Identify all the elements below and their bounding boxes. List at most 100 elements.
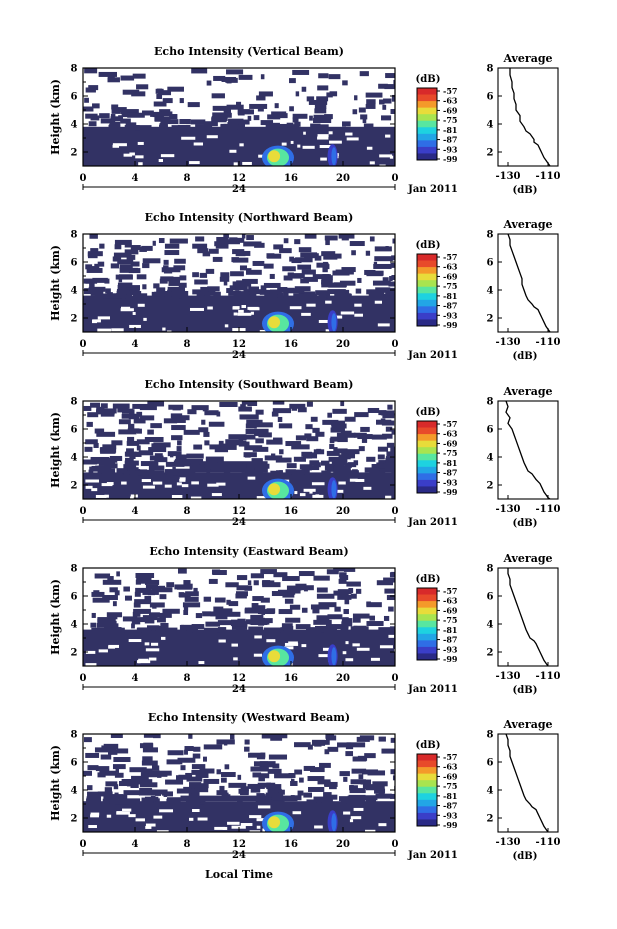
echo-cell bbox=[341, 618, 353, 624]
echo-cell bbox=[138, 790, 158, 796]
echo-gap bbox=[90, 812, 100, 816]
echo-cell bbox=[350, 593, 357, 599]
day-label: 24 bbox=[232, 684, 246, 695]
colorbar-swatch bbox=[417, 94, 437, 102]
echo-gap bbox=[179, 477, 186, 481]
echo-gap bbox=[137, 303, 145, 307]
x-tick-label: 4 bbox=[132, 839, 139, 850]
echo-gap bbox=[355, 478, 365, 482]
echo-gap bbox=[85, 650, 96, 654]
echo-gap bbox=[189, 307, 204, 311]
echo-cell bbox=[340, 627, 349, 633]
echo-cell bbox=[139, 782, 158, 788]
echo-cell bbox=[383, 98, 392, 104]
echo-cell bbox=[223, 234, 229, 239]
echo-gap bbox=[389, 155, 394, 159]
echo-gap bbox=[145, 648, 160, 652]
echo-gap bbox=[116, 811, 130, 815]
echo-gap bbox=[190, 496, 202, 499]
echo-cell bbox=[263, 627, 281, 633]
echo-cell bbox=[258, 776, 265, 782]
echo-gap bbox=[241, 305, 247, 309]
echo-cell bbox=[377, 454, 385, 460]
colorbar-tick-label: -57 bbox=[443, 86, 457, 96]
echo-cell bbox=[99, 243, 105, 249]
echo-cell bbox=[299, 777, 304, 783]
echo-cell bbox=[172, 466, 176, 472]
echo-cell bbox=[167, 286, 186, 292]
colorbar-swatch bbox=[417, 273, 437, 281]
colorbar-tick-label: -75 bbox=[443, 115, 457, 125]
colorbar-swatch bbox=[417, 293, 437, 301]
y-tick-label: 6 bbox=[71, 425, 78, 436]
echo-cell bbox=[176, 788, 192, 794]
echo-cell bbox=[83, 405, 92, 411]
echo-cell bbox=[179, 624, 184, 630]
echo-gap bbox=[135, 155, 144, 159]
echo-cell bbox=[265, 122, 280, 128]
echo-cell bbox=[246, 235, 254, 241]
echo-cell bbox=[256, 95, 266, 101]
echo-gap bbox=[143, 317, 147, 321]
profile-y-tick-label: 2 bbox=[487, 481, 494, 492]
echo-cell bbox=[109, 749, 118, 755]
echo-cell bbox=[208, 578, 218, 584]
echo-gap bbox=[160, 154, 175, 158]
echo-cell bbox=[325, 734, 335, 739]
echo-cell bbox=[333, 466, 351, 472]
profile-line bbox=[509, 68, 551, 167]
echo-cell bbox=[221, 772, 236, 778]
echo-cell bbox=[87, 765, 99, 771]
echo-cell bbox=[130, 261, 140, 267]
echo-cell bbox=[203, 431, 210, 437]
date-label: Jan 2011 bbox=[407, 350, 458, 361]
echo-cell bbox=[226, 78, 232, 84]
echo-cell bbox=[378, 790, 385, 796]
echo-cell bbox=[269, 289, 282, 295]
echo-cell bbox=[154, 453, 163, 459]
echo-cell bbox=[359, 71, 369, 77]
echo-cell bbox=[220, 272, 230, 278]
x-tick-label: 8 bbox=[184, 339, 191, 350]
echo-cell bbox=[313, 118, 332, 124]
echo-gap bbox=[95, 494, 107, 498]
echo-cell bbox=[283, 292, 289, 298]
echo-gap bbox=[394, 648, 395, 652]
echo-gap bbox=[247, 306, 259, 310]
echo-cell bbox=[88, 286, 106, 292]
profile-x-label: (dB) bbox=[513, 685, 538, 696]
x-tick-label: 20 bbox=[336, 506, 350, 517]
colorbar-tick-label: -57 bbox=[443, 752, 457, 762]
echo-cell bbox=[336, 448, 348, 454]
echo-gap bbox=[129, 324, 141, 328]
echo-cell bbox=[383, 462, 395, 468]
echo-gap bbox=[159, 809, 174, 813]
echo-cell bbox=[238, 109, 250, 115]
echo-cell bbox=[324, 252, 330, 258]
echo-cell bbox=[235, 591, 248, 597]
echo-cell bbox=[295, 435, 307, 441]
echo-gap bbox=[262, 828, 266, 832]
echo-cell bbox=[226, 599, 231, 605]
echo-gap bbox=[145, 825, 152, 829]
echo-cell bbox=[322, 419, 339, 425]
echo-gap bbox=[256, 818, 267, 822]
echo-cell bbox=[194, 787, 209, 793]
echo-cell bbox=[125, 121, 129, 127]
colorbar-swatch bbox=[417, 627, 437, 635]
echo-core bbox=[268, 483, 281, 496]
echo-cell bbox=[347, 462, 357, 468]
echo-gap bbox=[97, 316, 111, 320]
echo-cell bbox=[291, 444, 310, 450]
echo-cell bbox=[99, 113, 110, 119]
echo-cell bbox=[270, 470, 277, 476]
heatmap-cells bbox=[83, 68, 395, 166]
echo-cell bbox=[97, 791, 113, 797]
date-label: Jan 2011 bbox=[407, 184, 458, 195]
echo-cell bbox=[114, 792, 119, 798]
echo-cell bbox=[345, 751, 354, 757]
echo-cell bbox=[123, 790, 141, 796]
profile-y-tick-label: 2 bbox=[487, 314, 494, 325]
y-axis-label: Height (km) bbox=[49, 745, 62, 821]
echo-cell bbox=[94, 573, 111, 579]
